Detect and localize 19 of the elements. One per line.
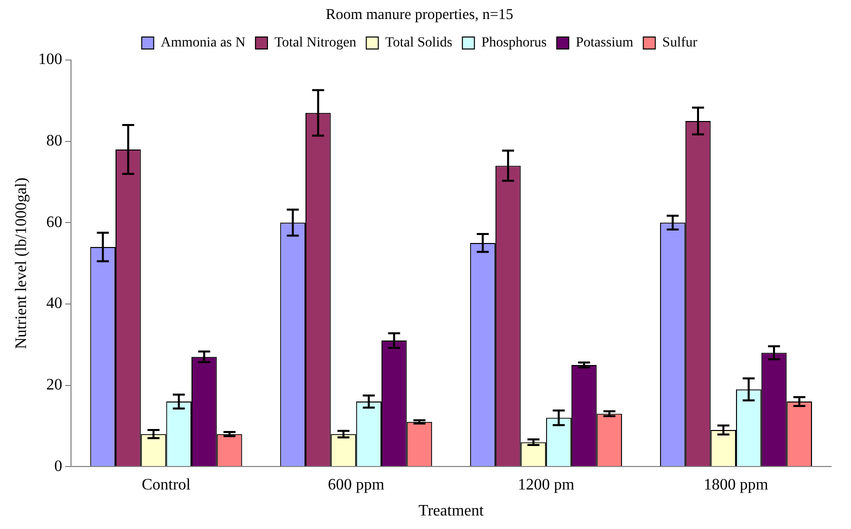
legend-label: Sulfur: [662, 36, 698, 51]
y-tick-label: 80: [46, 132, 62, 150]
legend-label: Total Nitrogen: [274, 36, 356, 51]
legend-label: Total Solids: [385, 36, 452, 51]
x-tick-label: 600 ppm: [328, 476, 385, 494]
x-tick-label: 1800 ppm: [704, 476, 769, 494]
y-tick-label: 40: [46, 295, 62, 312]
y-tick-label: 0: [54, 458, 62, 475]
y-tick-label: 60: [46, 214, 62, 231]
chart-title: Room manure properties, n=15: [326, 6, 514, 23]
x-tick-label: Control: [142, 476, 192, 494]
legend-label: Potassium: [576, 36, 634, 51]
y-tick-label: 20: [46, 376, 62, 394]
y-tick-label: 100: [38, 51, 62, 68]
y-axis-title: Nutrient level (lb/1000gal): [12, 178, 30, 350]
legend-label: Phosphorus: [481, 36, 547, 51]
x-axis-title: Treatment: [418, 502, 484, 520]
legend-label: Ammonia as N: [160, 36, 246, 51]
x-tick-label: 1200 pm: [518, 476, 575, 494]
